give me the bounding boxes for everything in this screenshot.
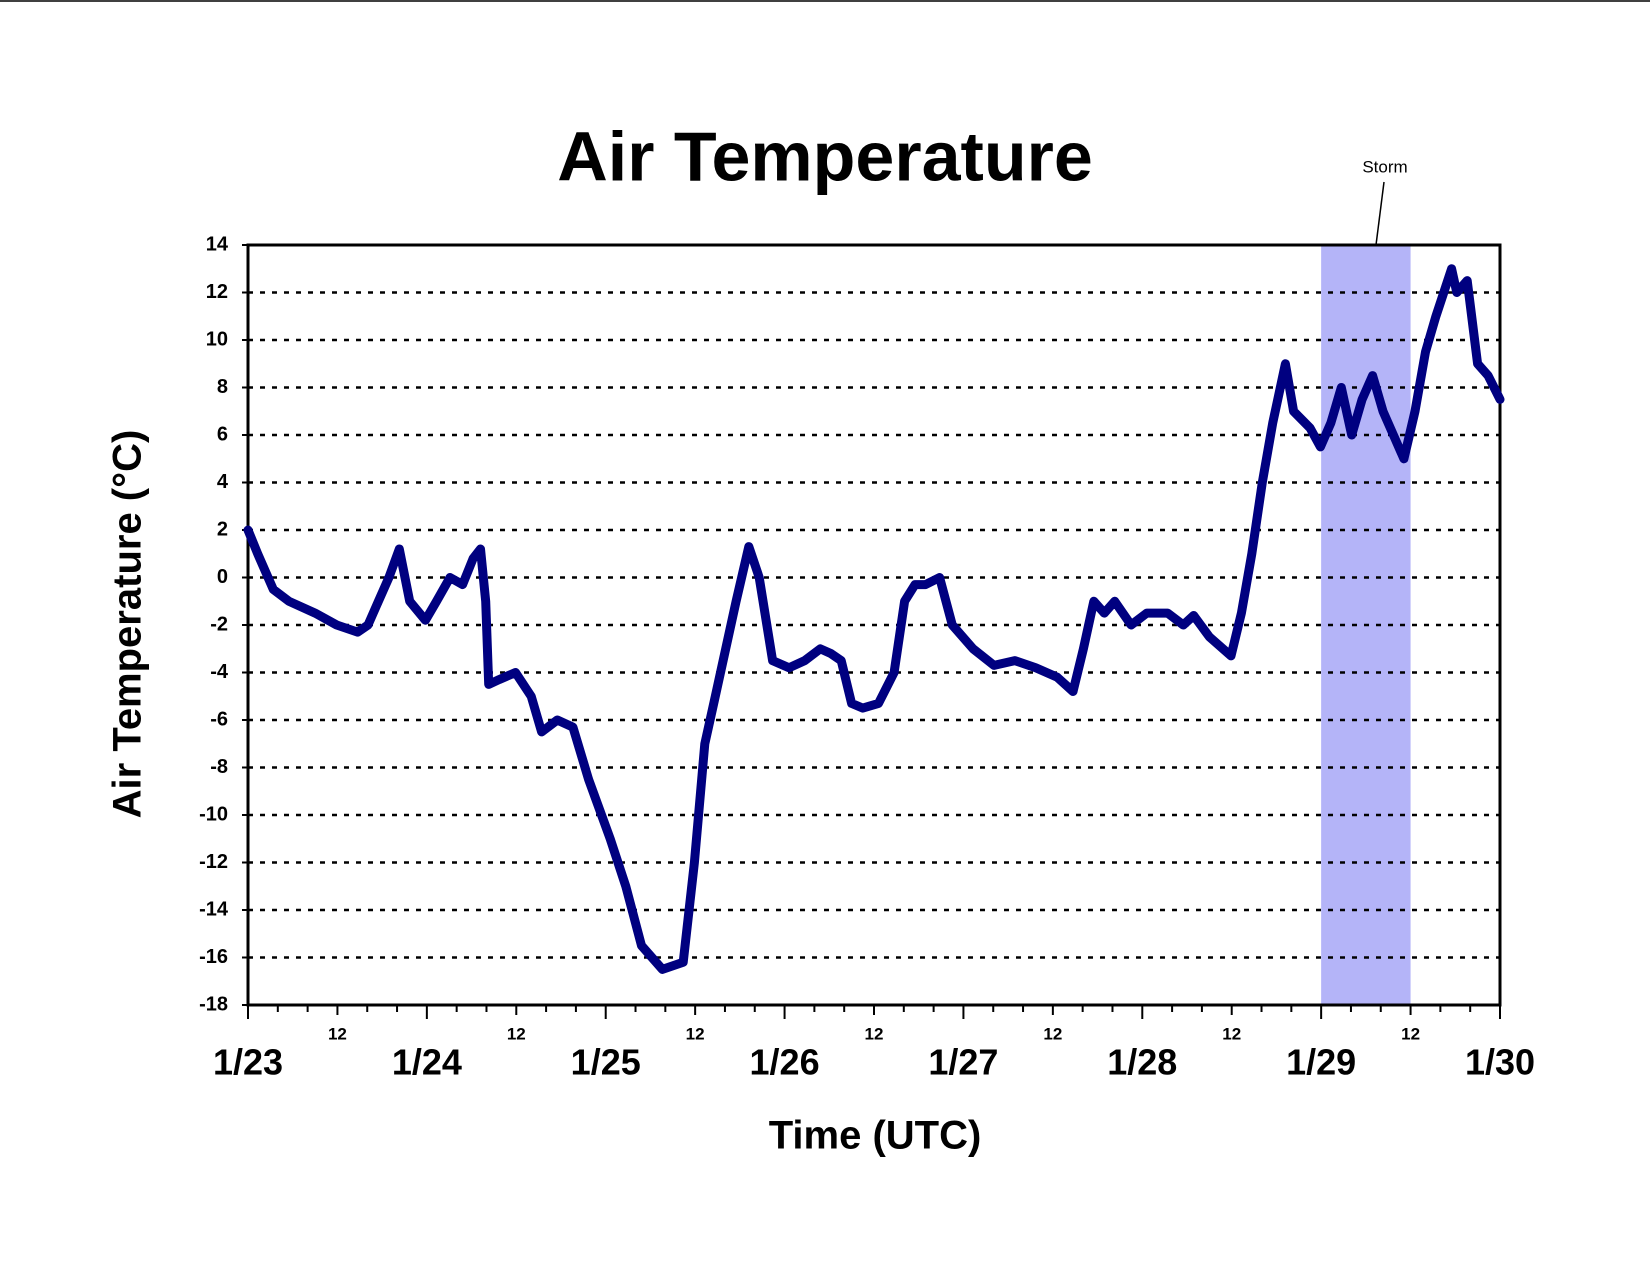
y-tick-label: -2 [210, 613, 228, 635]
x-tick-label: 1/24 [392, 1042, 462, 1083]
y-tick-label: -16 [199, 946, 228, 968]
data-line [243, 264, 1505, 974]
x-minor-label: 12 [1043, 1024, 1062, 1043]
x-tick-label: 1/26 [750, 1042, 820, 1083]
x-tick-label: 1/27 [928, 1042, 998, 1083]
y-tick-label: -6 [210, 708, 228, 730]
y-tick-label: 12 [206, 281, 228, 303]
x-minor-label: 12 [1222, 1024, 1241, 1043]
annotation: Storm [1362, 157, 1407, 176]
x-minor-label: 12 [1401, 1024, 1420, 1043]
y-tick-label: 6 [217, 423, 228, 445]
y-tick-label: 0 [217, 566, 228, 588]
y-tick-label: -12 [199, 851, 228, 873]
y-tick-label: 2 [217, 518, 228, 540]
annotation-leader [1375, 181, 1385, 246]
y-axis-title: Air Temperature (°C) [106, 430, 150, 819]
y-tick-label: -18 [199, 993, 228, 1015]
y-tick-label: 14 [206, 233, 229, 255]
x-minor-label: 12 [507, 1024, 526, 1043]
x-minor-label: 12 [328, 1024, 347, 1043]
x-tick-label: 1/30 [1465, 1042, 1535, 1083]
y-tick-label: 8 [217, 376, 228, 398]
x-tick-label: 1/25 [571, 1042, 641, 1083]
chart-title: Air Temperature [557, 117, 1093, 195]
y-tick-label: -10 [199, 803, 228, 825]
y-tick-label: 4 [217, 471, 229, 493]
x-tick-label: 1/23 [213, 1042, 283, 1083]
y-tick-label: -14 [199, 898, 229, 920]
x-tick-label: 1/29 [1286, 1042, 1356, 1083]
y-tick-label: -4 [210, 661, 229, 683]
plot-frame [246, 243, 1502, 1007]
x-minor-label: 12 [686, 1024, 705, 1043]
y-tick-label: -8 [210, 756, 228, 778]
y-tick-label: 10 [206, 328, 228, 350]
x-axis-title: Time (UTC) [769, 1114, 982, 1158]
x-minor-label: 12 [865, 1024, 884, 1043]
x-tick-label: 1/28 [1107, 1042, 1177, 1083]
